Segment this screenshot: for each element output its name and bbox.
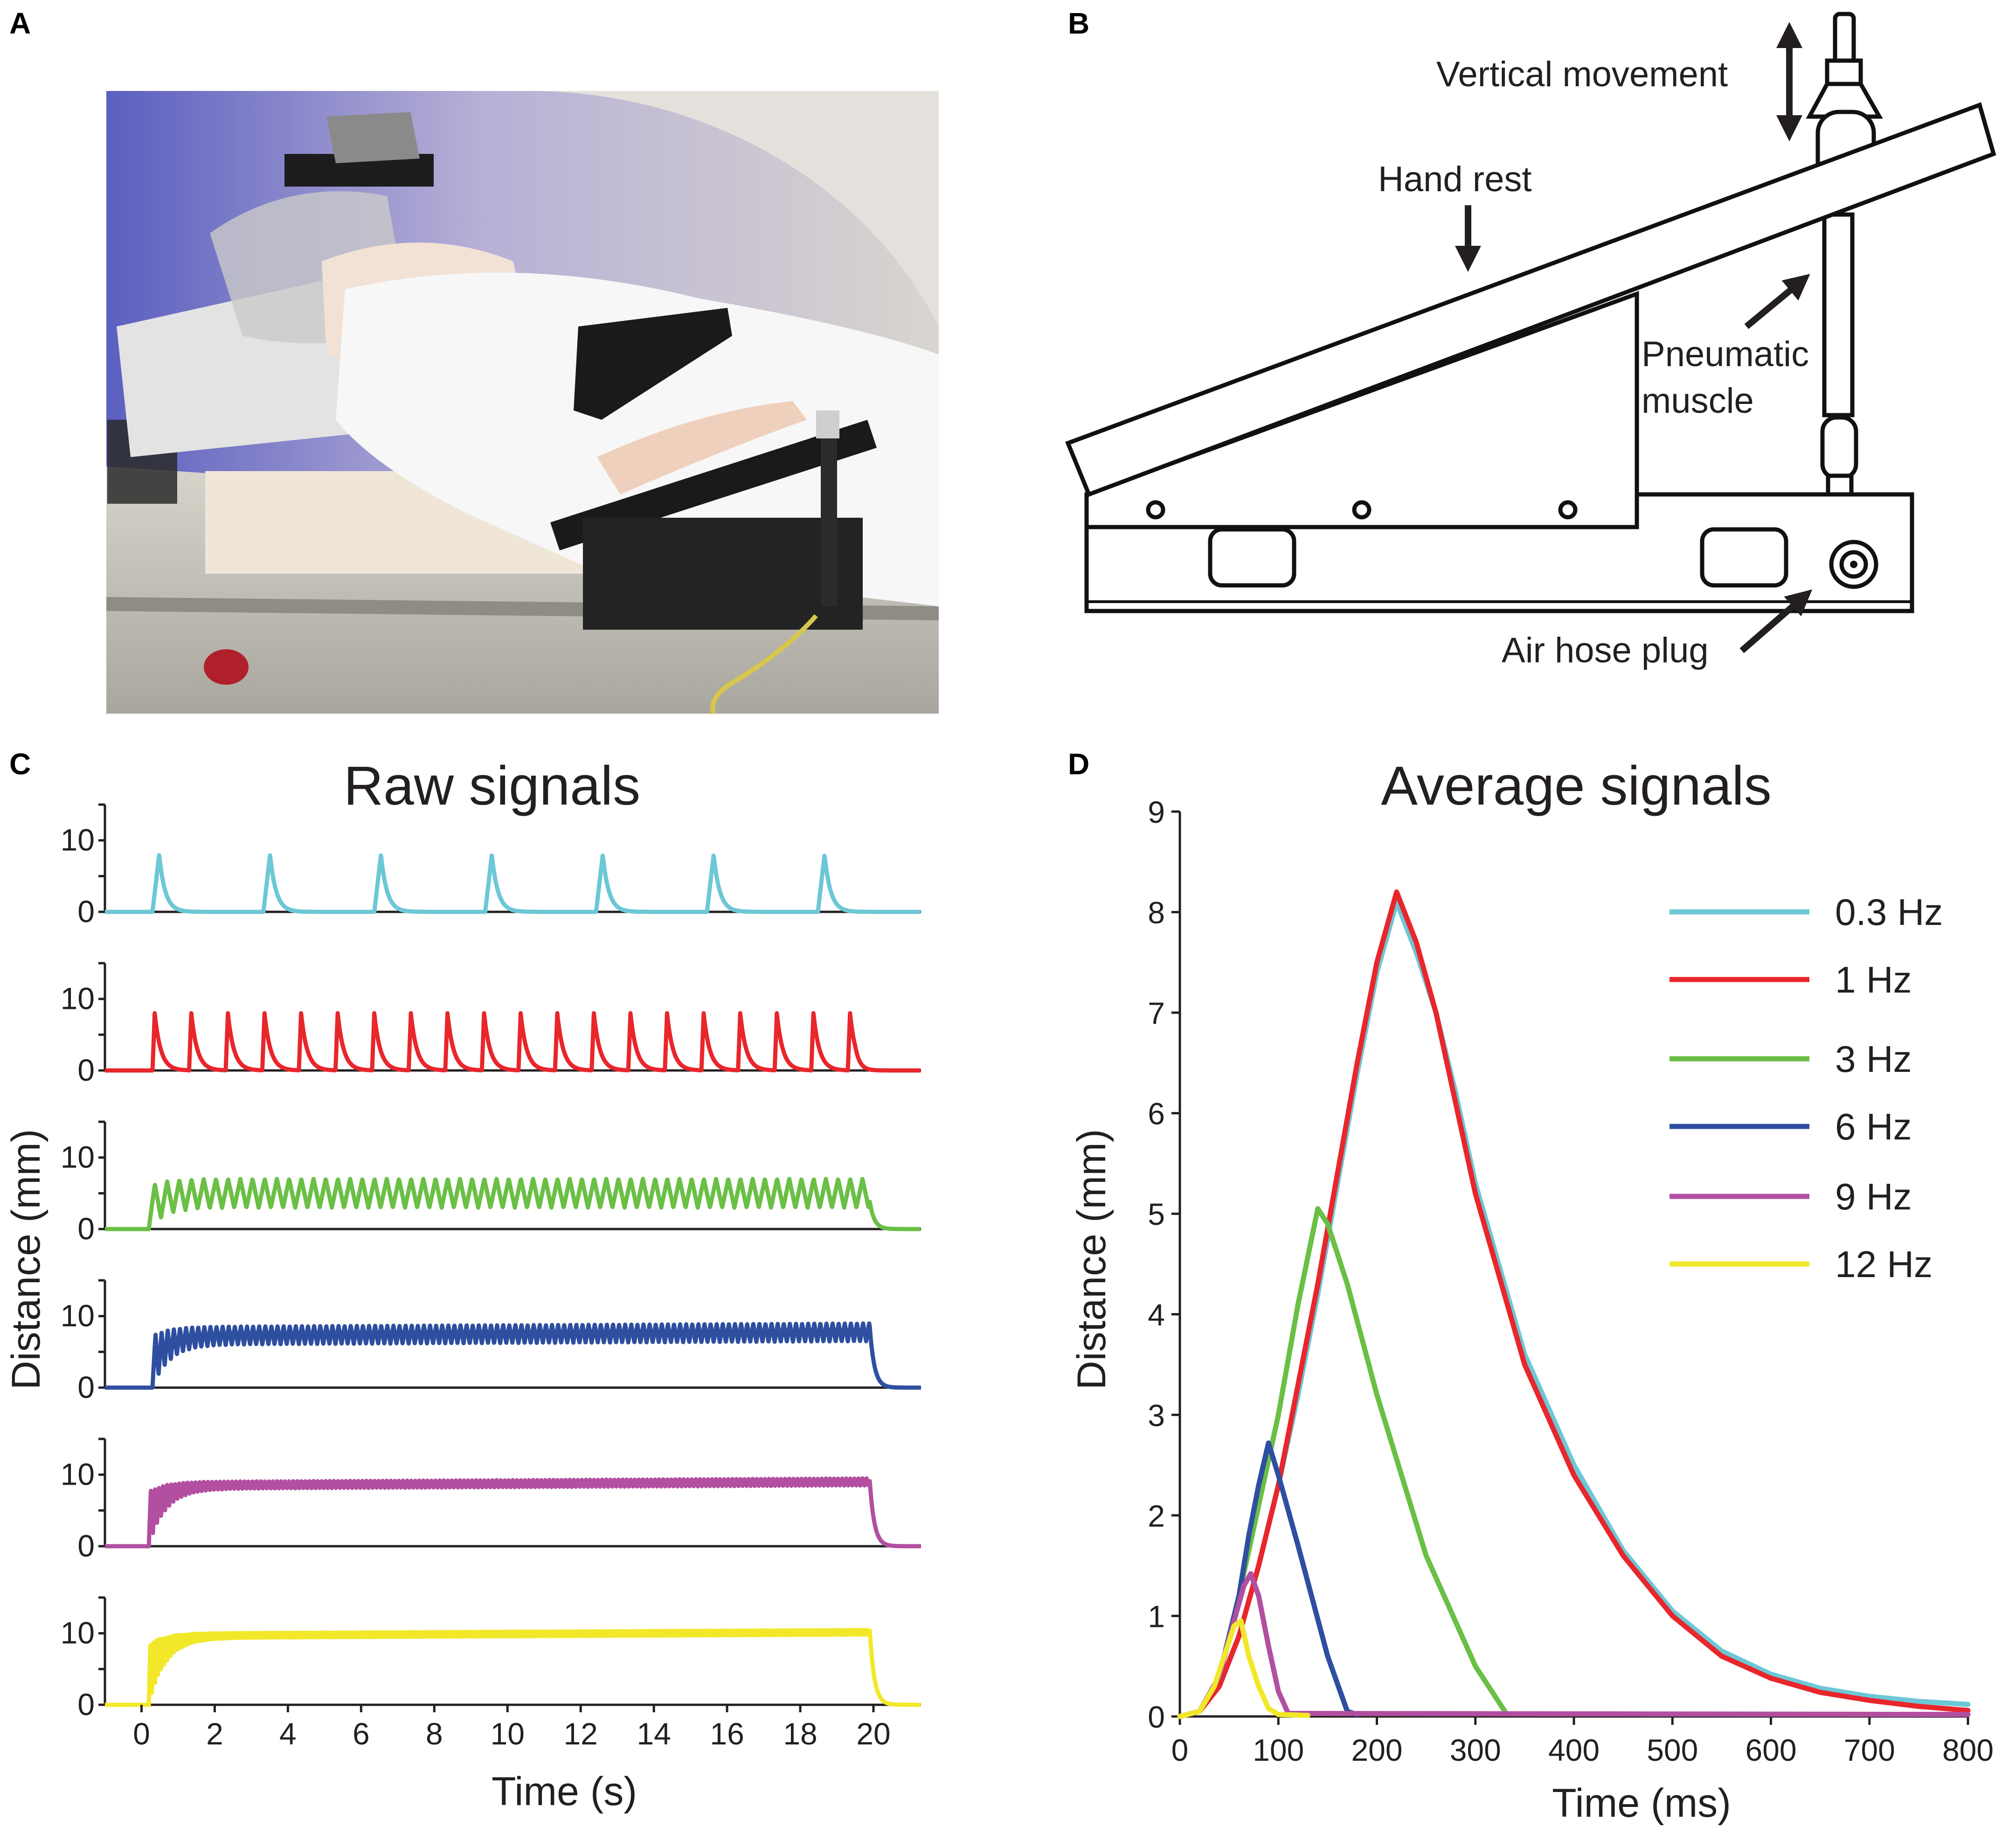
- chart-d-series-6hz: [1177, 1440, 1360, 1719]
- panel-label-a: A: [9, 7, 31, 40]
- chart-d-ytick-label: 8: [1148, 896, 1165, 930]
- chart-c-ytick-label: 10: [61, 823, 95, 857]
- chart-c-ytick-label: 10: [61, 1616, 95, 1650]
- photo-mri-setup: [106, 91, 939, 715]
- legend-label: 0.3 Hz: [1835, 891, 1943, 933]
- air-hose-plug-fitting: [1829, 540, 1878, 589]
- schematic-support: [1084, 291, 1639, 529]
- chart-c-xtick-label: 12: [563, 1716, 597, 1751]
- legend-label: 12 Hz: [1835, 1243, 1933, 1285]
- chart-d-ylabel: Distance (mm): [1069, 1129, 1114, 1389]
- panel-label-d: D: [1068, 747, 1089, 781]
- chart-c-ytick-label: 10: [61, 1457, 95, 1492]
- chart-d-xtick-label: 100: [1253, 1733, 1304, 1767]
- chart-c-series-3hz: [103, 1177, 922, 1231]
- chart-d-xtick-label: 700: [1844, 1733, 1895, 1767]
- chart-d-ytick-label: 6: [1148, 1097, 1165, 1131]
- chart-c-ylabel: Distance (mm): [4, 1129, 48, 1389]
- chart-d-series-12hz: [1177, 1618, 1311, 1719]
- chart-d-xtick-label: 800: [1942, 1733, 1994, 1767]
- chart-c-series-9hz: [103, 1476, 923, 1549]
- chart-d-xtick-label: 400: [1548, 1733, 1600, 1767]
- label-hand-rest: Hand rest: [1378, 160, 1532, 199]
- hand-rest-board: [1065, 102, 1996, 497]
- chart-c: 0 10 0 10 0 10 0 10 0 10 0 10 0 2 4 6 8 10 12 14 16 18 20: [61, 803, 923, 1751]
- chart-d-ytick-label: 2: [1148, 1499, 1165, 1533]
- chart-c-ytick-label: 0: [77, 1211, 95, 1246]
- legend-label: 1 Hz: [1835, 959, 1912, 1000]
- chart-c-ytick-label: 10: [61, 981, 95, 1016]
- chart-d-xtick-label: 0: [1171, 1733, 1189, 1767]
- chart-c-xtick-label: 20: [856, 1716, 890, 1751]
- chart-c-title: Raw signals: [344, 755, 640, 817]
- legend-label: 6 Hz: [1835, 1106, 1912, 1147]
- chart-c-xtick-label: 4: [279, 1716, 297, 1751]
- chart-d-ytick-label: 9: [1148, 795, 1165, 829]
- chart-c-xtick-label: 18: [783, 1716, 817, 1751]
- chart-c-ytick-label: 10: [61, 1140, 95, 1174]
- pneumatic-arrow: [1744, 274, 1810, 329]
- chart-d-title: Average signals: [1381, 755, 1771, 817]
- chart-d-xtick-label: 600: [1745, 1733, 1796, 1767]
- hand-rest-schematic: Vertical movement Hand rest Pneumatic mu…: [1065, 12, 1996, 670]
- chart-c-xtick-label: 2: [206, 1716, 223, 1751]
- chart-d-xlabel: Time (ms): [1552, 1781, 1731, 1826]
- chart-c-series-1hz: [103, 1011, 922, 1073]
- chart-c-ytick-label: 10: [61, 1299, 95, 1333]
- chart-c-series-12hz: [103, 1627, 923, 1707]
- pneumatic-muscle: [1822, 212, 1855, 417]
- chart-d-series-1hz: [1177, 889, 1971, 1719]
- chart-d-xtick-label: 200: [1351, 1733, 1402, 1767]
- chart-d-ytick-label: 5: [1148, 1197, 1165, 1231]
- chart-d-xtick-label: 500: [1647, 1733, 1698, 1767]
- chart-c-ytick-label: 0: [77, 1053, 95, 1087]
- chart-d-ytick-label: 1: [1148, 1599, 1165, 1633]
- chart-c-xtick-label: 14: [637, 1716, 671, 1751]
- chart-d: 0 1 2 3 4 5 6 7 8 9 0 100 200 300 400 500 600 700 800 0.3 H…: [1148, 795, 1994, 1767]
- chart-c-ytick-label: 0: [77, 1687, 95, 1722]
- chart-c-ytick-label: 0: [77, 894, 95, 929]
- label-air-hose-plug: Air hose plug: [1502, 631, 1709, 670]
- chart-c-ytick-label: 0: [77, 1370, 95, 1404]
- chart-d-ytick-label: 0: [1148, 1700, 1165, 1734]
- chart-c-xtick-label: 0: [133, 1716, 150, 1751]
- panel-label-c: C: [9, 747, 31, 781]
- chart-d-ytick-label: 3: [1148, 1398, 1165, 1432]
- chart-c-xtick-label: 8: [426, 1716, 443, 1751]
- legend-label: 9 Hz: [1835, 1176, 1912, 1217]
- chart-c-series-6hz: [103, 1321, 923, 1390]
- label-vertical-movement: Vertical movement: [1436, 55, 1728, 94]
- chart-d-ytick-label: 4: [1148, 1298, 1165, 1332]
- chart-d-xtick-label: 300: [1450, 1733, 1501, 1767]
- label-pneumatic: Pneumatic: [1642, 334, 1809, 374]
- air-hose-arrow: [1739, 589, 1813, 653]
- chart-d-ytick-label: 7: [1148, 996, 1165, 1030]
- chart-c-xtick-label: 16: [710, 1716, 744, 1751]
- chart-c-series-03hz: [103, 853, 922, 914]
- chart-c-xlabel: Time (s): [492, 1769, 637, 1814]
- chart-c-ytick-label: 0: [77, 1528, 95, 1563]
- chart-c-xtick-label: 6: [353, 1716, 370, 1751]
- chart-c-xtick-label: 10: [491, 1716, 525, 1751]
- legend-label: 3 Hz: [1835, 1038, 1912, 1080]
- label-muscle: muscle: [1642, 381, 1754, 421]
- panel-label-b: B: [1068, 7, 1089, 40]
